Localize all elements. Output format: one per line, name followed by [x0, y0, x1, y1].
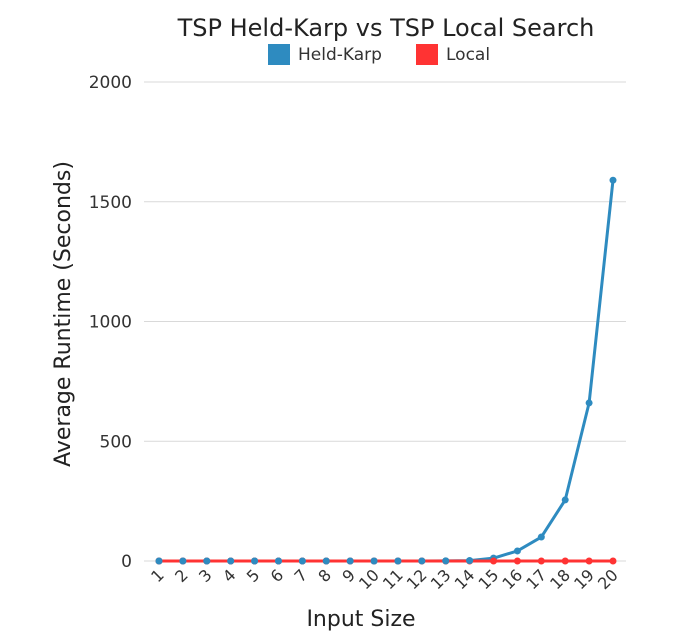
data-point	[346, 557, 354, 565]
legend: Held-Karp Local	[268, 44, 490, 65]
data-point	[203, 557, 211, 565]
series-line-held-karp	[159, 180, 615, 563]
y-axis-ticks: 0 500 1000 1500 2000	[89, 73, 132, 572]
data-point	[298, 557, 306, 565]
data-point	[322, 557, 330, 565]
legend-label-held-karp: Held-Karp	[298, 45, 382, 65]
x-tick-label: 8	[314, 565, 335, 586]
data-point	[513, 557, 521, 565]
y-tick-label: 0	[121, 552, 132, 572]
data-point	[155, 557, 163, 565]
data-point	[179, 557, 187, 565]
x-tick-label: 3	[195, 565, 216, 586]
y-tick-label: 1500	[89, 193, 132, 213]
x-tick-label: 1	[147, 565, 168, 586]
x-tick-label: 2	[171, 565, 192, 586]
data-point	[370, 557, 378, 565]
x-tick-label: 7	[291, 565, 312, 586]
x-tick-label: 6	[267, 565, 288, 586]
chart-title: TSP Held-Karp vs TSP Local Search	[177, 14, 595, 42]
data-point	[537, 533, 545, 541]
data-point	[274, 557, 282, 565]
data-point	[394, 557, 402, 565]
data-point	[585, 557, 593, 565]
x-tick-label: 5	[243, 565, 264, 586]
data-point	[585, 399, 593, 407]
data-point	[418, 557, 426, 565]
x-axis-label: Input Size	[306, 607, 415, 631]
legend-swatch-local	[416, 44, 438, 65]
legend-swatch-held-karp	[268, 44, 290, 65]
data-point	[609, 557, 617, 565]
data-point	[609, 176, 617, 184]
gridlines	[144, 81, 626, 562]
legend-label-local: Local	[446, 45, 490, 65]
y-tick-label: 1000	[89, 313, 132, 333]
series-points	[155, 176, 617, 565]
data-point	[537, 557, 545, 565]
data-point	[251, 557, 259, 565]
data-point	[466, 557, 474, 565]
data-point	[513, 547, 521, 555]
y-axis-label: Average Runtime (Seconds)	[51, 161, 76, 467]
x-tick-label: 4	[219, 565, 240, 586]
data-point	[561, 496, 569, 504]
series-lines	[159, 180, 615, 563]
x-tick-label: 20	[594, 565, 622, 593]
x-tick-label: 9	[338, 565, 359, 586]
y-tick-label: 2000	[89, 73, 132, 93]
data-point	[561, 557, 569, 565]
y-tick-label: 500	[100, 432, 132, 452]
data-point	[227, 557, 235, 565]
data-point	[442, 557, 450, 565]
data-point	[490, 557, 498, 565]
